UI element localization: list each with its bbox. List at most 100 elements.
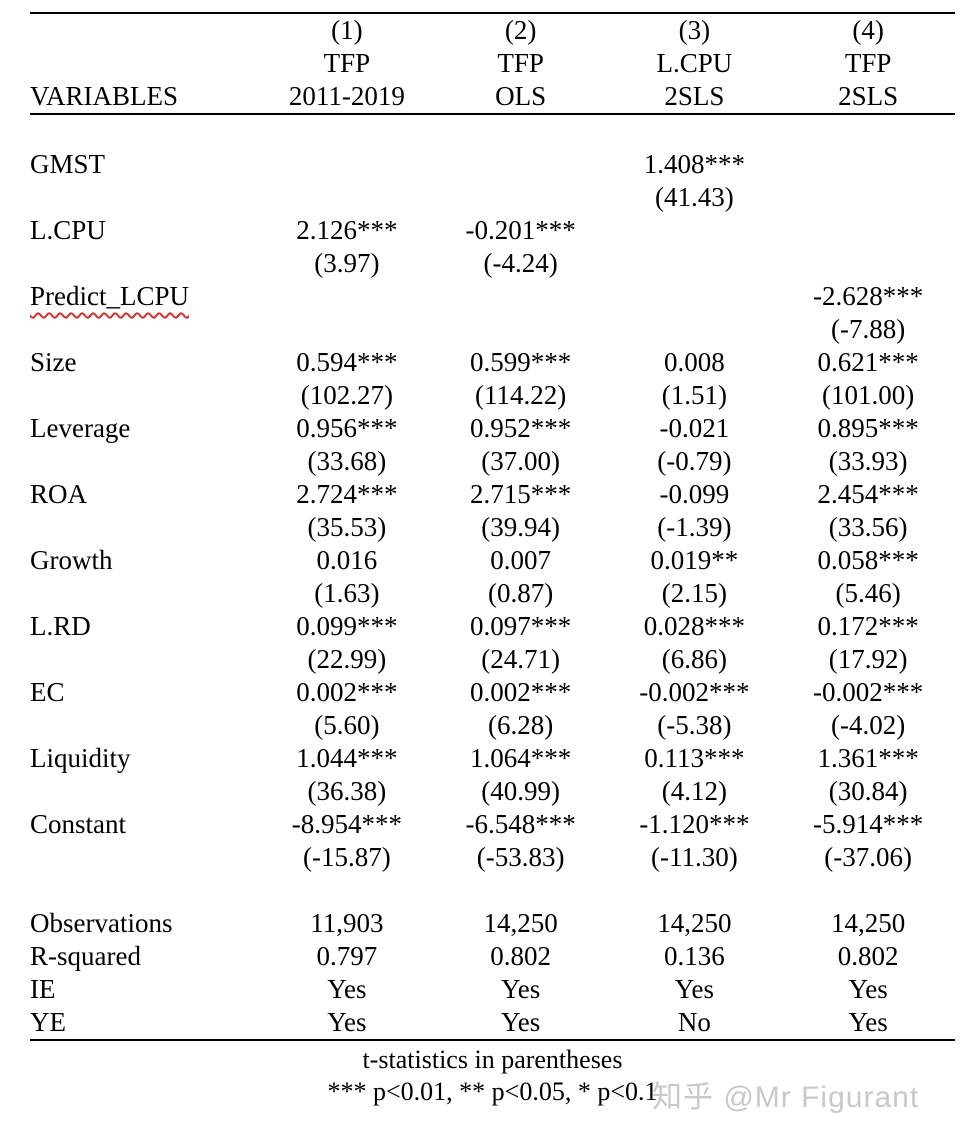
coef-value: 0.058*** (817, 545, 919, 575)
empty-cell (30, 709, 260, 742)
variable-label-text: Size (30, 347, 77, 377)
col-model-1: 2011-2019 (288, 81, 405, 111)
coef-row: L.CPU 2.126*** -0.201*** (30, 214, 955, 247)
tstat-value: (30.84) (828, 776, 908, 806)
tstat-value (781, 247, 955, 280)
stat-value: 14,250 (657, 908, 732, 938)
coef-value: 1.064*** (470, 743, 572, 773)
stat-value: Yes (500, 974, 541, 1004)
tstat-value: (-1.39) (657, 512, 732, 542)
tstat-value: (33.56) (828, 512, 908, 542)
col-model-4: 2SLS (838, 81, 899, 111)
tstat-row: (41.43) (30, 181, 955, 214)
col-number-1: (1) (331, 15, 363, 45)
tstat-value: (33.68) (307, 446, 387, 476)
col-number-2: (2) (504, 15, 537, 45)
stat-value: 14,250 (483, 908, 558, 938)
stat-row: R-squared 0.797 0.802 0.136 0.802 (30, 940, 955, 973)
tstat-value: (41.43) (655, 182, 734, 212)
note-tstat: t-statistics in parentheses (362, 1045, 623, 1074)
col-depvar-3: L.CPU (656, 48, 733, 78)
variable-label: L.RD (30, 610, 260, 643)
tstat-row: (22.99) (24.71) (6.86) (17.92) (30, 643, 955, 676)
variable-label-text: EC (30, 677, 65, 707)
stat-value: 0.802 (837, 941, 899, 971)
stats-gap (30, 874, 955, 907)
empty-cell (30, 13, 260, 47)
tstat-value: (-15.87) (303, 842, 391, 872)
tstat-row: (1.63) (0.87) (2.15) (5.46) (30, 577, 955, 610)
coef-value: 0.099*** (296, 611, 398, 641)
variable-label: Leverage (30, 412, 260, 445)
variables-label: VARIABLES (30, 81, 179, 111)
coef-value: -0.021 (659, 413, 730, 443)
coef-value: 0.621*** (817, 347, 919, 377)
tstat-row: (35.53) (39.94) (-1.39) (33.56) (30, 511, 955, 544)
coef-row: Size 0.594*** 0.599*** 0.008 0.621*** (30, 346, 955, 379)
stat-row: IE Yes Yes Yes Yes (30, 973, 955, 1006)
stat-row: YE Yes Yes No Yes (30, 1006, 955, 1040)
empty-cell (30, 47, 260, 80)
tstat-value: (36.38) (307, 776, 387, 806)
coef-value (434, 280, 608, 313)
variable-label: Growth (30, 544, 260, 577)
empty-cell (30, 511, 260, 544)
coef-row: L.RD 0.099*** 0.097*** 0.028*** 0.172*** (30, 610, 955, 643)
coef-value: -1.120*** (639, 809, 750, 839)
variable-label-text: Liquidity (30, 743, 131, 773)
coef-value: 2.126*** (296, 215, 398, 245)
spacer-row (30, 874, 955, 907)
coef-value (608, 214, 782, 247)
tstat-value: (22.99) (307, 644, 387, 674)
tstat-value: (3.97) (314, 248, 380, 278)
coef-row: Predict_LCPU -2.628*** (30, 280, 955, 313)
stat-label: R-squared (30, 941, 141, 971)
variable-label-text: L.RD (30, 611, 91, 641)
coef-value: 0.028*** (643, 611, 745, 641)
coef-value: 0.594*** (296, 347, 398, 377)
spacer-row (30, 114, 955, 148)
tstat-value (781, 181, 955, 214)
tstat-value: (2.15) (661, 578, 727, 608)
coef-value: 0.008 (664, 347, 725, 377)
stat-value: 14,250 (831, 908, 906, 938)
stat-value: Yes (848, 974, 888, 1004)
tstat-value: (1.63) (314, 578, 380, 608)
coef-row: Constant -8.954*** -6.548*** -1.120*** -5.91… (30, 808, 955, 841)
variable-label: ROA (30, 478, 260, 511)
empty-cell (30, 114, 955, 148)
stat-value: 11,903 (310, 908, 384, 938)
stat-value: Yes (674, 974, 715, 1004)
coef-value: 0.007 (490, 545, 551, 575)
coef-value: 1.044*** (296, 743, 398, 773)
tstat-row: (33.68) (37.00) (-0.79) (33.93) (30, 445, 955, 478)
tstat-value: (-5.38) (657, 710, 732, 740)
coef-value: 0.599*** (470, 347, 572, 377)
empty-cell (30, 577, 260, 610)
tstat-value (434, 313, 608, 346)
variable-label-text: Predict_LCPU (30, 281, 189, 311)
tstat-value: (-53.83) (476, 842, 565, 872)
coef-value (608, 280, 782, 313)
tstat-value: (114.22) (475, 380, 567, 410)
tstat-value (608, 313, 782, 346)
coef-value: 1.361*** (817, 743, 919, 773)
tstat-value: (-11.30) (651, 842, 738, 872)
tstat-value: (-37.06) (824, 842, 912, 872)
coef-value: 0.002*** (296, 677, 398, 707)
variable-label-text: Constant (30, 809, 127, 839)
variable-label: L.CPU (30, 214, 260, 247)
tstat-value (260, 181, 434, 214)
stat-value: Yes (327, 974, 367, 1004)
coef-value: 0.956*** (296, 413, 398, 443)
tstat-value (260, 313, 434, 346)
tstat-row: (3.97) (-4.24) (30, 247, 955, 280)
coef-value: -5.914*** (813, 809, 924, 839)
tstat-value: (6.86) (661, 644, 727, 674)
stat-value: No (677, 1007, 711, 1037)
coef-value: -2.628*** (813, 281, 924, 311)
coef-value (781, 148, 955, 181)
coef-value: -0.002*** (639, 677, 750, 707)
empty-cell (30, 445, 260, 478)
